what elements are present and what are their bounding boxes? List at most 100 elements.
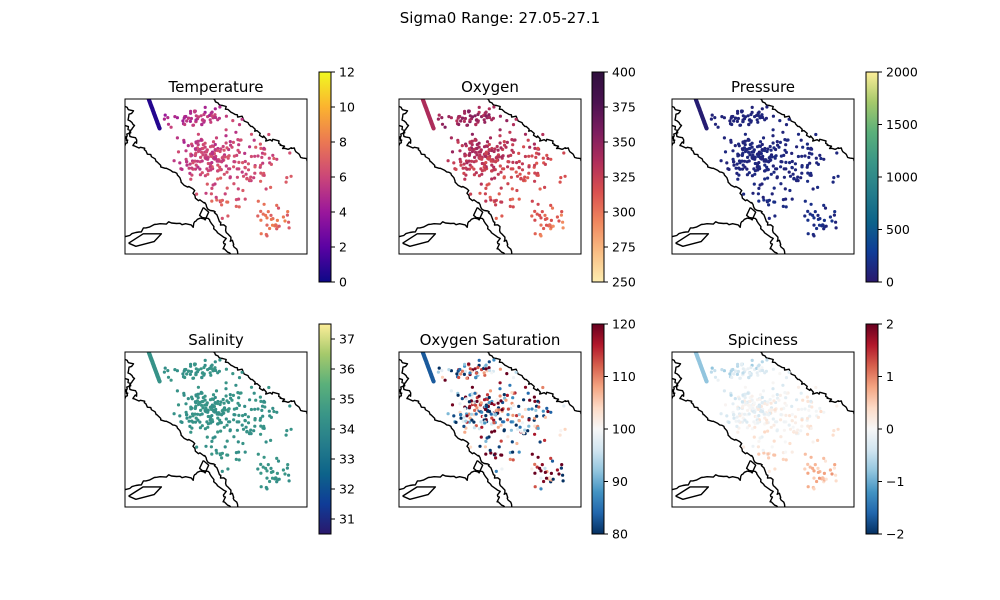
data-point <box>237 197 241 201</box>
data-point <box>760 148 764 152</box>
data-point <box>796 132 801 136</box>
data-point <box>215 198 219 202</box>
data-point <box>769 148 773 152</box>
data-point <box>502 429 506 433</box>
data-point <box>782 428 787 432</box>
coastline-segment <box>198 459 210 474</box>
data-point <box>757 367 761 371</box>
data-point <box>806 171 810 175</box>
data-point <box>806 432 810 436</box>
data-point <box>753 157 757 161</box>
data-point <box>199 367 203 371</box>
data-point <box>801 398 805 402</box>
data-point <box>537 405 541 409</box>
data-point <box>256 214 260 218</box>
data-point <box>803 154 807 158</box>
data-point <box>235 175 239 179</box>
map-panel: Pressure 0 500 1000 1500 2000 <box>671 65 918 290</box>
data-point <box>208 118 212 122</box>
data-point <box>191 376 195 380</box>
data-point <box>223 192 227 196</box>
data-point <box>729 140 733 144</box>
data-point <box>235 428 239 432</box>
data-point <box>175 116 179 120</box>
data-point <box>766 413 771 417</box>
data-point <box>498 394 502 398</box>
data-point <box>243 159 247 164</box>
data-point <box>555 215 560 219</box>
data-point <box>275 456 279 460</box>
data-point <box>221 397 225 402</box>
data-point <box>449 116 453 120</box>
data-point <box>226 467 230 471</box>
data-point <box>283 472 287 476</box>
data-point <box>477 358 481 362</box>
data-point <box>766 400 770 404</box>
data-point <box>814 385 818 390</box>
colorbar-tick-label: 10 <box>339 100 355 115</box>
data-point <box>462 171 466 175</box>
data-point <box>256 154 260 158</box>
colorbar: 31 32 33 34 35 36 37 <box>318 323 355 535</box>
data-point <box>213 366 217 370</box>
data-point <box>745 426 750 430</box>
data-point <box>234 457 238 461</box>
data-point <box>253 424 257 428</box>
data-point <box>468 114 472 118</box>
data-point <box>795 398 799 402</box>
data-point <box>473 155 477 159</box>
data-point <box>225 423 229 427</box>
data-point <box>200 371 204 375</box>
data-point <box>231 372 235 376</box>
data-point <box>484 439 488 443</box>
data-point <box>832 466 837 470</box>
data-point <box>517 412 521 417</box>
data-point <box>779 413 783 417</box>
data-point <box>720 115 724 119</box>
data-point <box>772 186 776 190</box>
data-point <box>757 414 761 418</box>
data-point <box>206 425 210 429</box>
data-point <box>271 406 275 410</box>
data-point <box>782 167 786 171</box>
data-point <box>557 219 561 223</box>
data-point <box>259 209 263 213</box>
data-point <box>275 203 279 207</box>
data-point <box>504 398 508 402</box>
data-point <box>196 132 200 136</box>
data-point <box>452 414 456 418</box>
coastline-segment <box>212 99 307 162</box>
data-point <box>261 414 265 418</box>
data-point <box>470 412 474 416</box>
data-point <box>761 195 765 199</box>
data-point <box>828 468 833 472</box>
data-point <box>799 391 803 395</box>
data-point <box>514 117 518 121</box>
data-point <box>222 401 226 405</box>
data-point <box>188 424 192 428</box>
data-point <box>492 358 496 362</box>
data-point <box>760 366 764 370</box>
data-point <box>732 160 736 164</box>
data-point <box>210 414 214 418</box>
coastline-segment <box>675 486 710 500</box>
data-point <box>276 206 281 210</box>
data-point <box>781 457 785 461</box>
colorbar-tick-label: 0 <box>339 275 347 290</box>
data-point <box>511 143 515 147</box>
data-point <box>460 369 464 373</box>
data-point <box>730 375 734 380</box>
data-point <box>262 202 266 206</box>
data-point <box>770 192 774 196</box>
data-point <box>277 224 281 228</box>
data-point <box>472 167 476 171</box>
data-point <box>470 132 474 136</box>
data-point <box>201 406 205 410</box>
data-point <box>559 213 564 217</box>
data-point <box>262 173 266 177</box>
data-point <box>494 203 498 207</box>
colorbar-tick-label: 37 <box>339 332 355 347</box>
data-point <box>817 476 822 480</box>
data-point <box>463 109 467 113</box>
data-point <box>213 142 217 147</box>
